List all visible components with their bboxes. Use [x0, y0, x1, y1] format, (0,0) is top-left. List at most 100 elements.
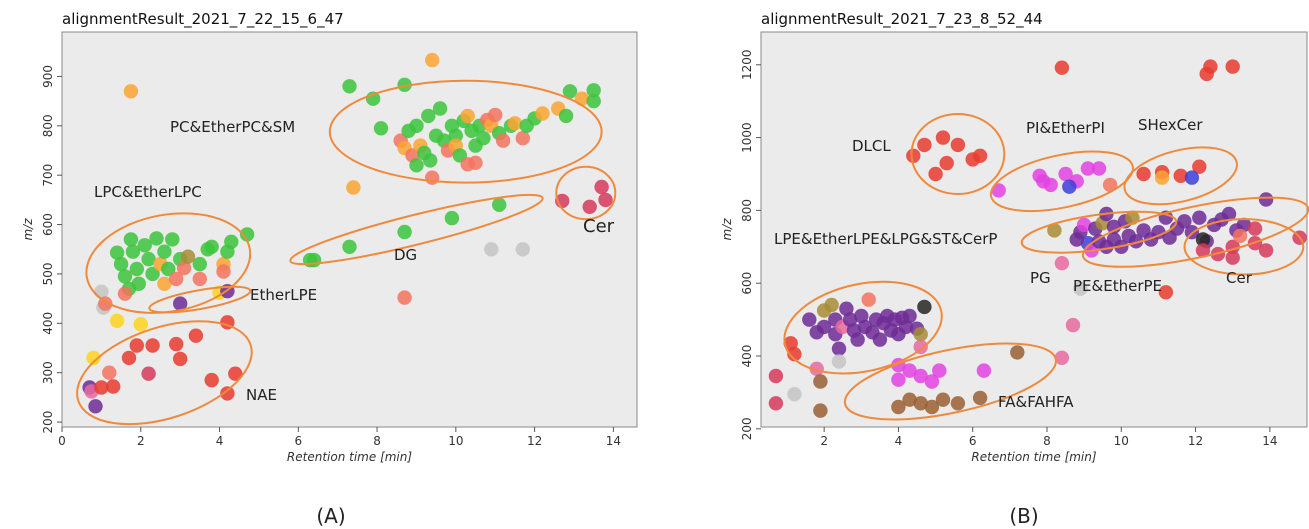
data-point	[342, 79, 357, 94]
x-tick-label: 6	[969, 434, 977, 448]
data-point	[129, 261, 144, 277]
x-tick-label: 2	[137, 434, 145, 448]
data-point	[1043, 177, 1058, 193]
data-point	[397, 290, 412, 305]
data-point	[816, 319, 832, 335]
data-point	[824, 297, 839, 313]
data-point	[831, 354, 847, 369]
data-point	[117, 269, 133, 284]
y-tick-label: 400	[41, 312, 55, 335]
data-point	[586, 83, 601, 98]
data-point	[173, 296, 188, 311]
data-point	[121, 350, 137, 366]
data-point	[425, 170, 440, 185]
data-point	[484, 242, 499, 257]
x-tick-label: 12	[527, 434, 542, 448]
data-point	[898, 319, 914, 335]
data-point	[586, 93, 601, 109]
data-point	[861, 292, 876, 307]
data-point	[913, 396, 928, 411]
data-point	[113, 256, 129, 272]
data-point	[239, 227, 255, 242]
data-point	[123, 232, 139, 247]
data-point	[813, 374, 828, 389]
cluster-label: PC&EtherPC&SM	[170, 118, 295, 136]
data-point	[102, 365, 117, 380]
data-point	[192, 271, 207, 287]
y-tick-label: 600	[740, 272, 754, 295]
y-tick-label: 800	[740, 199, 754, 222]
cluster-label: PI&EtherPI	[1026, 119, 1105, 137]
data-point	[169, 336, 184, 352]
data-point	[972, 148, 988, 163]
data-point	[137, 238, 152, 253]
data-point	[409, 118, 424, 133]
data-point	[872, 332, 888, 347]
data-point	[220, 386, 235, 401]
cluster-ellipse	[1020, 210, 1178, 254]
data-point	[88, 399, 103, 414]
cluster-ellipse	[289, 193, 544, 266]
data-point	[935, 130, 951, 145]
x-tick-label: 0	[58, 434, 66, 448]
data-point	[161, 261, 176, 277]
cluster-label: LPE&EtherLPE&LPG&ST&CerP	[774, 230, 997, 248]
cluster-label: SHexCer	[1138, 116, 1203, 134]
data-point	[1076, 217, 1092, 233]
data-point	[902, 308, 917, 324]
data-point	[768, 368, 784, 384]
cluster-label: Cer	[583, 216, 615, 237]
data-point	[1065, 317, 1081, 333]
cluster-label: EtherLPE	[250, 286, 317, 304]
data-point	[1154, 170, 1170, 185]
data-point	[854, 308, 869, 324]
chart-b: DLCL PI&EtherPI SHexCer LPE&EtherLPE&LPG&ST…	[720, 31, 1309, 464]
data-point	[935, 392, 951, 407]
data-point	[460, 108, 475, 124]
cluster-label: NAE	[246, 386, 277, 404]
data-point	[409, 158, 424, 173]
data-point	[917, 137, 932, 153]
data-point	[891, 399, 906, 415]
data-point	[991, 183, 1006, 198]
data-point	[1247, 221, 1263, 236]
data-point	[228, 366, 243, 381]
x-tick-label: 6	[294, 434, 302, 448]
cluster-label: DLCL	[852, 137, 891, 155]
y-tick-label: 1200	[740, 49, 754, 80]
data-point	[204, 239, 219, 254]
data-point	[787, 387, 802, 402]
data-point	[558, 108, 574, 124]
x-tick-label: 14	[1262, 434, 1277, 448]
cluster-ellipse	[328, 79, 603, 184]
cluster-label: DG	[394, 246, 417, 264]
data-point	[1173, 168, 1188, 183]
cluster-label: LPC&EtherLPC	[94, 183, 202, 201]
x-tick-label: 4	[895, 434, 903, 448]
data-point	[192, 256, 207, 272]
data-point	[902, 392, 917, 407]
data-point	[906, 148, 921, 163]
data-point	[125, 244, 141, 259]
data-point	[1073, 281, 1088, 296]
data-point	[902, 363, 917, 378]
data-point	[495, 133, 511, 148]
cluster-label: FA&FAHFA	[998, 393, 1074, 411]
data-point	[515, 131, 530, 146]
data-point	[157, 276, 172, 291]
data-point	[117, 286, 133, 301]
data-point	[373, 121, 389, 136]
y-tick-label: 600	[41, 213, 55, 236]
data-point	[594, 179, 609, 195]
data-point	[109, 245, 125, 260]
data-point	[831, 341, 847, 356]
data-point	[1203, 59, 1218, 74]
plot-area	[61, 31, 638, 428]
data-point	[809, 361, 824, 376]
data-point	[562, 84, 578, 99]
data-point	[1102, 177, 1118, 193]
x-tick-label: 10	[448, 434, 463, 448]
data-point	[1054, 60, 1070, 75]
data-point	[342, 239, 357, 254]
